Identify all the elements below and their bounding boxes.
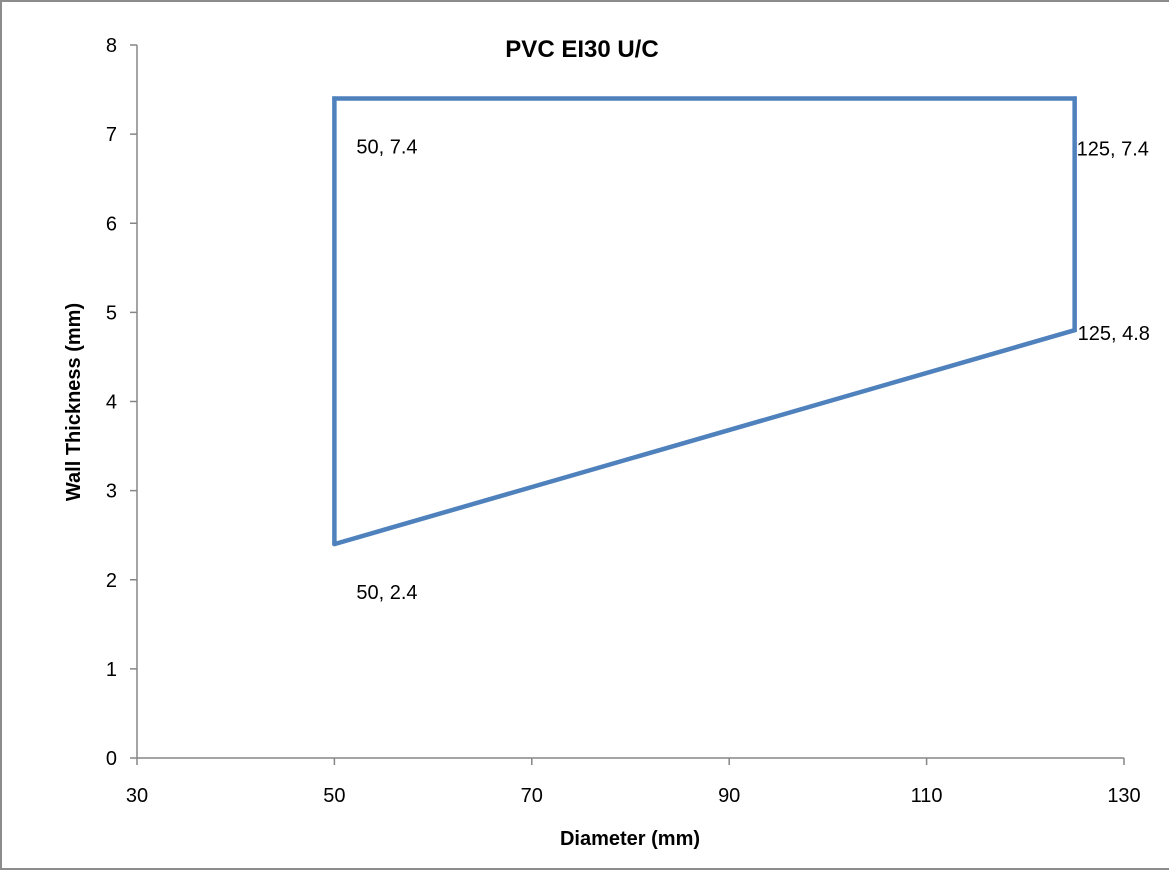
series-layer bbox=[332, 96, 1077, 547]
data-point bbox=[332, 541, 337, 547]
x-tick-label: 50 bbox=[323, 785, 345, 807]
data-point bbox=[1072, 96, 1077, 101]
x-axis-title: Diameter (mm) bbox=[560, 828, 700, 850]
y-axis-title: Wall Thickness (mm) bbox=[63, 303, 85, 501]
y-tick-label: 3 bbox=[106, 481, 117, 503]
series-line bbox=[332, 96, 1077, 547]
axes: 0 1 2 3 4 5 6 7 8 30 50 70 90 110 130 bbox=[106, 35, 1141, 807]
x-tick-label: 70 bbox=[521, 785, 543, 807]
data-labels: 50, 7.4 125, 7.4 125, 4.8 50, 2.4 bbox=[356, 136, 1150, 604]
data-label: 50, 7.4 bbox=[356, 136, 417, 158]
x-tick-label: 130 bbox=[1107, 785, 1140, 807]
y-tick-label: 6 bbox=[106, 213, 117, 235]
y-tick-label: 8 bbox=[106, 35, 117, 57]
chart-title: PVC EI30 U/C bbox=[505, 36, 658, 63]
data-point bbox=[332, 96, 337, 101]
y-tick-label: 0 bbox=[106, 748, 117, 770]
data-label: 125, 4.8 bbox=[1078, 323, 1150, 345]
y-tick-label: 1 bbox=[106, 659, 117, 681]
data-label: 125, 7.4 bbox=[1077, 138, 1149, 160]
data-point bbox=[1072, 328, 1077, 333]
y-tick-label: 5 bbox=[106, 302, 117, 324]
y-tick-label: 2 bbox=[106, 570, 117, 592]
x-tick-label: 90 bbox=[718, 785, 740, 807]
y-tick-label: 4 bbox=[106, 392, 117, 414]
x-tick-label: 110 bbox=[911, 785, 943, 807]
data-label: 50, 2.4 bbox=[356, 582, 417, 604]
x-tick-label: 30 bbox=[126, 785, 148, 807]
y-tick-label: 7 bbox=[106, 124, 117, 146]
